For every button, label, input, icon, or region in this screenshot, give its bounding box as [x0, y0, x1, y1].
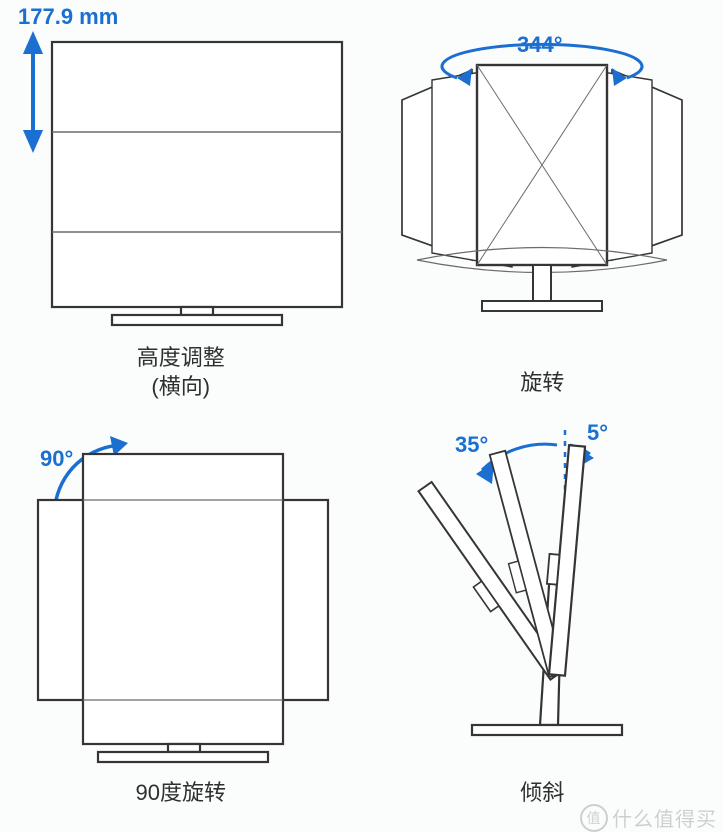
panel-swivel: 344°: [362, 0, 723, 410]
height-range-arrow: [26, 36, 40, 148]
monitor-front: [52, 42, 342, 325]
caption-line1: 高度调整: [137, 345, 225, 370]
tilt-panels-group: [410, 444, 622, 735]
tilt-diagram: 35° 5°: [362, 410, 723, 775]
tilt-fwd-label: 5°: [587, 420, 608, 445]
diagram-grid: 177.9 mm 高度调整 (横向): [0, 0, 723, 829]
watermark-text: 什么值得买: [612, 803, 717, 832]
tilt-back-label: 35°: [455, 432, 488, 457]
pivot-caption: 90度旋转: [136, 779, 226, 808]
swivel-caption: 旋转: [520, 369, 564, 398]
pivot-value-label: 90°: [40, 446, 73, 471]
swivel-panels-group: [402, 65, 682, 267]
tilt-caption: 倾斜: [520, 779, 564, 808]
swivel-diagram: 344°: [362, 0, 723, 365]
caption-line2: (横向): [151, 374, 210, 399]
panel-tilt: 35° 5°: [362, 410, 723, 820]
swivel-stand: [482, 265, 602, 311]
pivot-stand: [98, 744, 268, 762]
panel-height-adjust: 177.9 mm 高度调整 (横向): [0, 0, 362, 410]
height-adjust-diagram: 177.9 mm: [0, 0, 362, 340]
height-adjust-caption: 高度调整 (横向): [137, 344, 225, 401]
watermark: 值 什么值得买: [580, 803, 717, 832]
watermark-badge-icon: 值: [580, 804, 608, 832]
panel-pivot: 90°: [0, 410, 362, 820]
pivot-portrait: [83, 454, 283, 744]
height-value-label: 177.9 mm: [18, 4, 118, 29]
pivot-diagram: 90°: [0, 410, 362, 775]
